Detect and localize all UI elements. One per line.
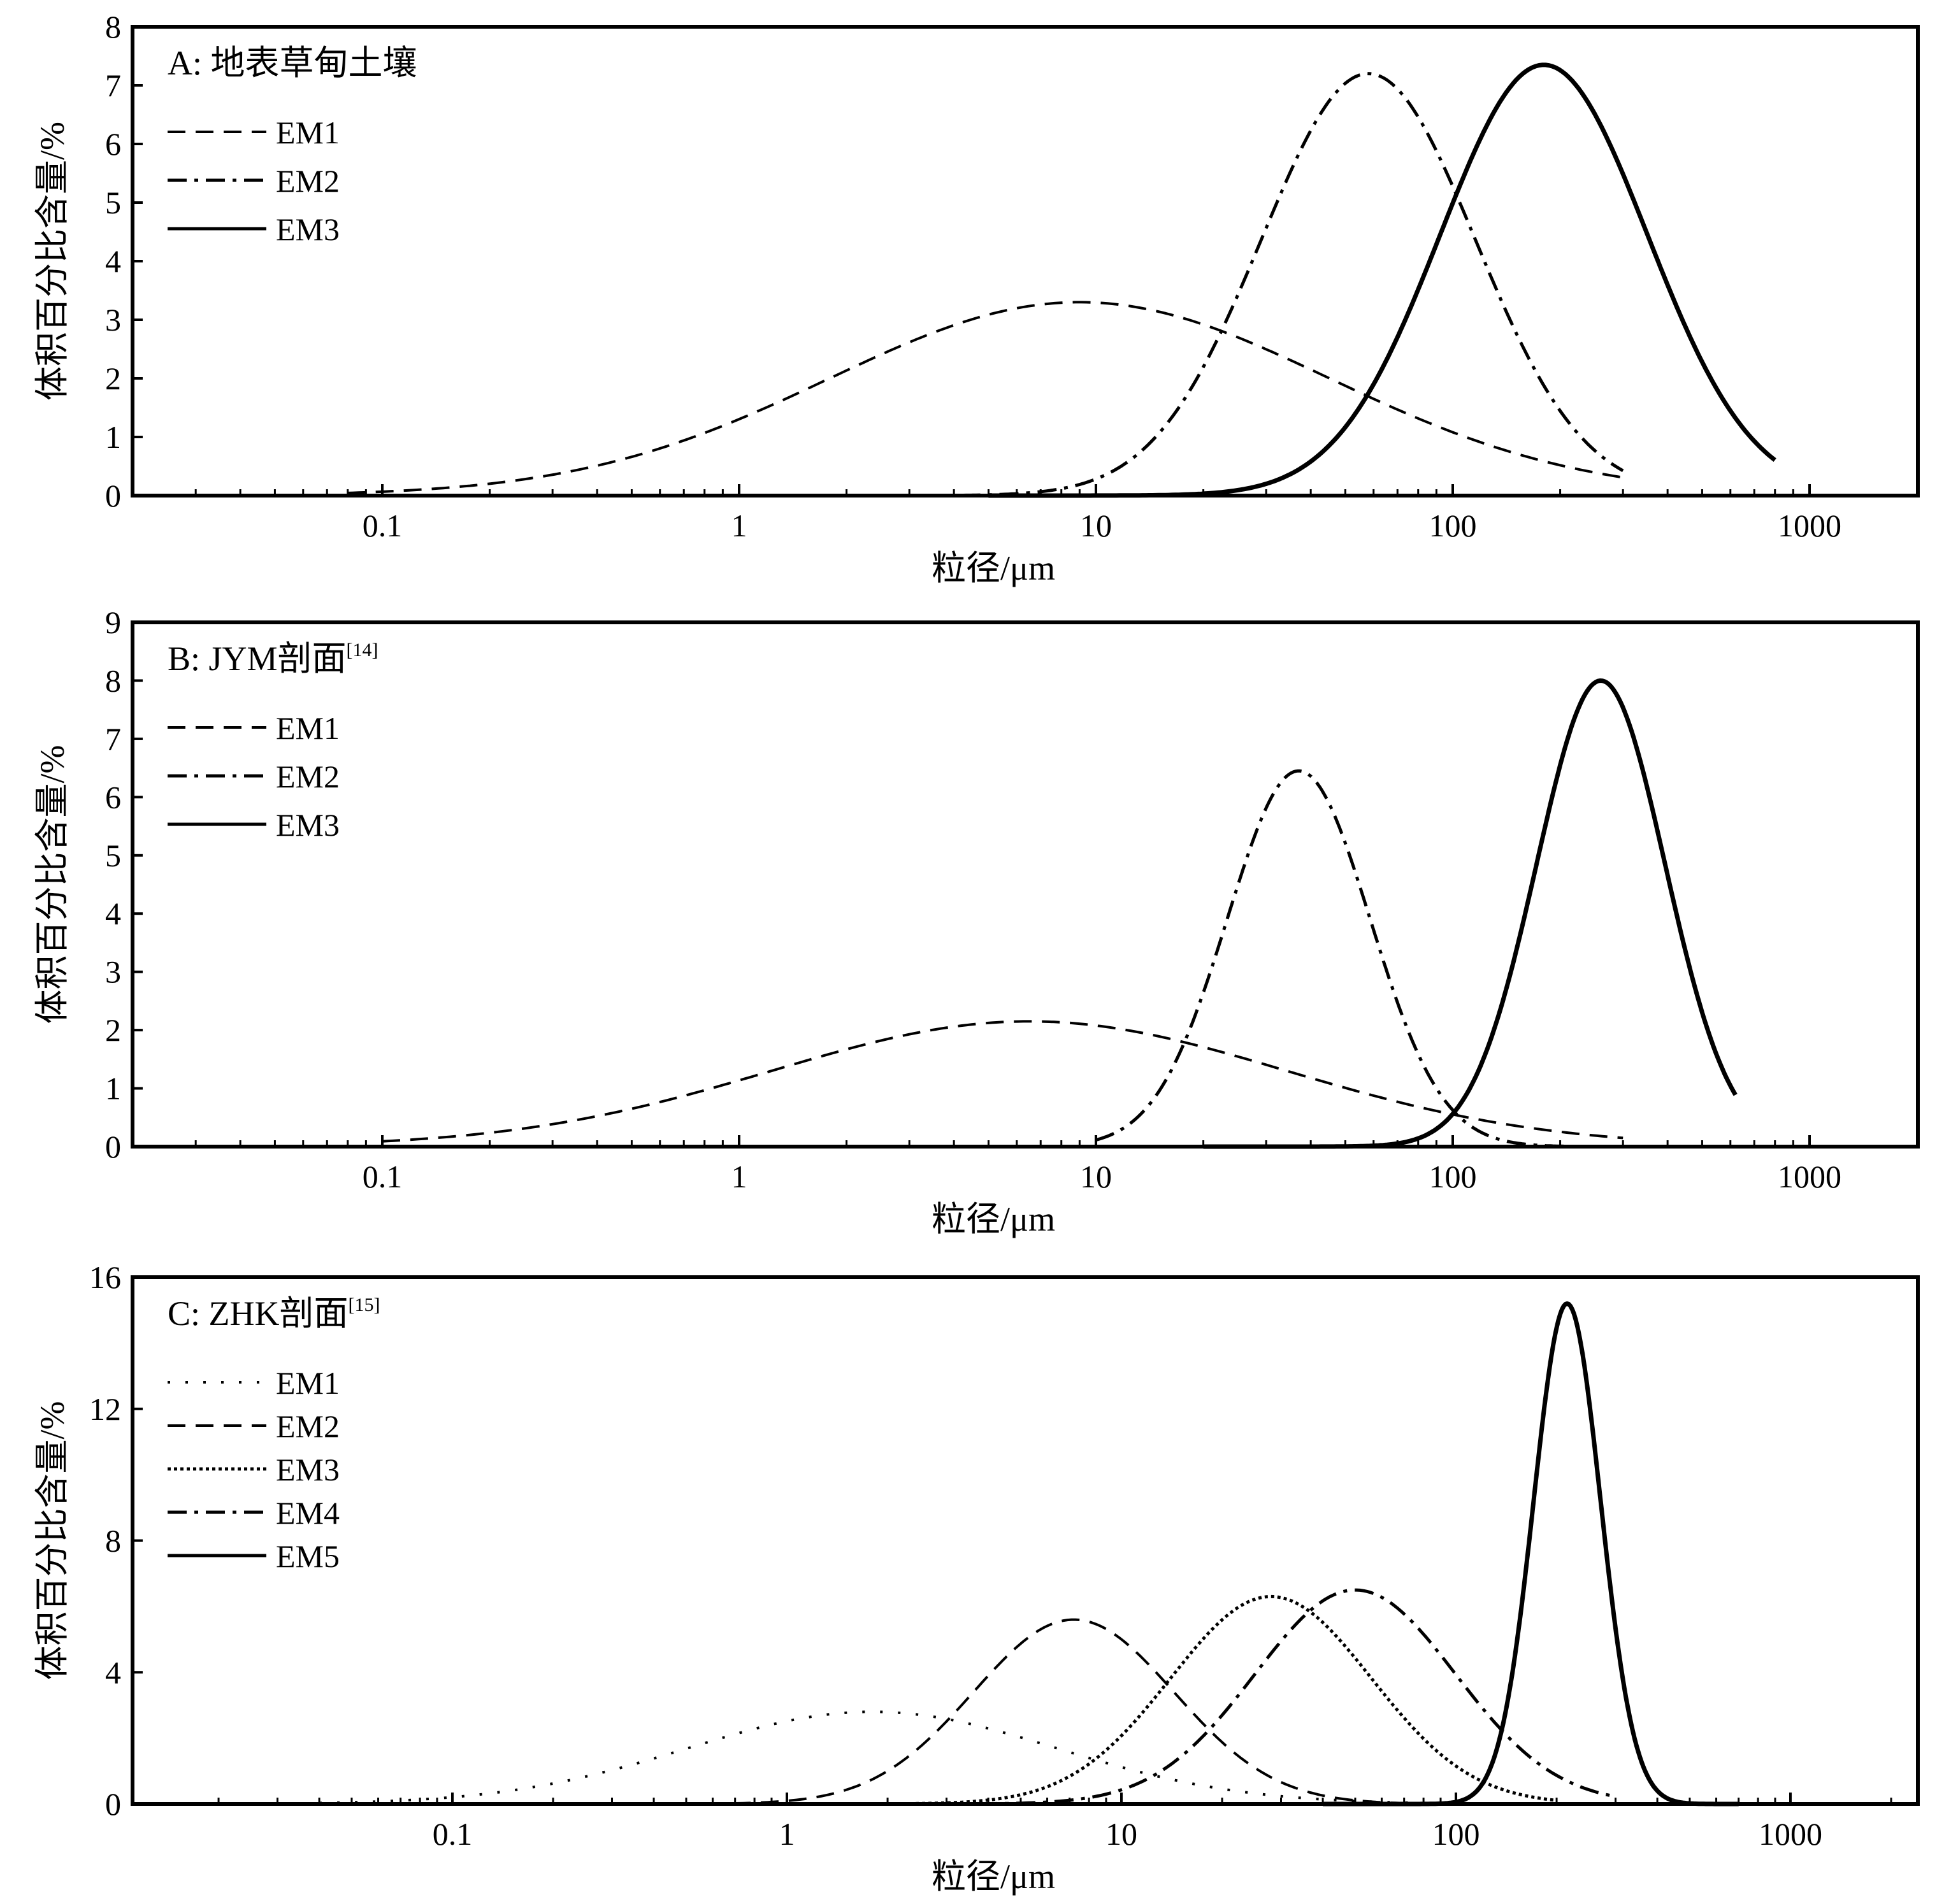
legend-label-em3: EM3 xyxy=(276,1452,340,1487)
series-line-em2 xyxy=(452,1618,1424,1805)
legend-label-em2: EM2 xyxy=(276,163,340,199)
x-tick-label: 1000 xyxy=(1778,508,1841,543)
series-line-em1 xyxy=(382,1020,1624,1143)
x-axis: 0.1 1 10 100 1000 xyxy=(194,1135,1841,1194)
panel-label: C: ZHK剖面[15] xyxy=(168,1294,380,1333)
y-tick-label: 5 xyxy=(105,185,121,220)
y-tick-label: 6 xyxy=(105,779,121,815)
x-tick-label: 10 xyxy=(1105,1816,1137,1852)
panel-label: A: 地表草甸土壤 xyxy=(168,44,417,82)
legend-label-em2: EM2 xyxy=(276,1408,340,1444)
y-tick-label: 0 xyxy=(105,478,121,513)
legend-label-em5: EM5 xyxy=(276,1538,340,1574)
x-tick-label: 1 xyxy=(779,1816,795,1852)
y-axis-label: 体积百分比含量/% xyxy=(33,745,71,1024)
series-line-em1 xyxy=(347,301,1624,494)
legend: EM1 EM2 EM3 xyxy=(168,115,340,247)
y-tick-label: 7 xyxy=(105,721,121,757)
x-axis-label: 粒径/μm xyxy=(932,1857,1055,1896)
x-tick-label: 1 xyxy=(731,1159,747,1194)
plot-frame xyxy=(131,620,1920,1149)
x-tick-label: 10 xyxy=(1080,1159,1112,1194)
series-line-em2 xyxy=(1095,769,1624,1149)
legend: EM1 EM2 EM3 xyxy=(168,710,340,843)
plot-frame xyxy=(131,25,1920,497)
y-tick-label: 8 xyxy=(105,1523,121,1559)
legend-label-em1: EM1 xyxy=(276,710,340,746)
series-line-em3 xyxy=(686,1594,1557,1806)
series-line-em5 xyxy=(1322,1301,1739,1807)
y-tick-label: 3 xyxy=(105,302,121,338)
panel-label: B: JYM剖面[14] xyxy=(168,640,378,678)
x-tick-label: 0.1 xyxy=(433,1816,473,1852)
y-tick-label: 1 xyxy=(105,1071,121,1106)
y-axis: 0 1 2 3 4 5 6 7 8 9 xyxy=(105,605,143,1164)
y-axis-label: 体积百分比含量/% xyxy=(33,1401,71,1680)
chart-panel-2: 0 1 2 3 4 5 6 7 8 9 体积百分比含量/% 0.1 1 10 100 1000 粒径/μm B: … xyxy=(33,605,1920,1238)
y-tick-label: 2 xyxy=(105,1012,121,1048)
reference-superscript: [15] xyxy=(349,1294,380,1315)
legend-label-em3: EM3 xyxy=(276,211,340,247)
y-axis: 0 4 8 12 16 xyxy=(89,1259,143,1822)
y-tick-label: 6 xyxy=(105,126,121,162)
series-line-em3 xyxy=(988,62,1776,498)
x-axis-label: 粒径/μm xyxy=(932,549,1055,587)
x-tick-label: 1000 xyxy=(1778,1159,1841,1194)
y-tick-label: 2 xyxy=(105,361,121,396)
y-tick-label: 8 xyxy=(105,9,121,45)
y-axis: 0 1 2 3 4 5 6 7 8 xyxy=(105,9,143,513)
y-tick-label: 16 xyxy=(89,1259,121,1295)
x-tick-label: 100 xyxy=(1429,1159,1477,1194)
series-line-em3 xyxy=(1203,678,1738,1149)
plot-frame xyxy=(131,1275,1920,1806)
x-tick-label: 100 xyxy=(1432,1816,1480,1852)
x-tick-label: 1 xyxy=(731,508,747,543)
chart-panel-3: 0 4 8 12 16 体积百分比含量/% 0.1 1 10 100 1000 粒径/μm C: ZHK… xyxy=(33,1259,1920,1896)
x-tick-label: 0.1 xyxy=(363,1159,403,1194)
x-tick-label: 100 xyxy=(1429,508,1477,543)
y-tick-label: 4 xyxy=(105,243,121,279)
legend-label-em1: EM1 xyxy=(276,1365,340,1401)
y-tick-label: 4 xyxy=(105,1654,121,1690)
legend-label-em2: EM2 xyxy=(276,759,340,794)
legend-label-em3: EM3 xyxy=(276,807,340,843)
legend-label-em4: EM4 xyxy=(276,1495,340,1531)
x-tick-label: 0.1 xyxy=(363,508,403,543)
x-tick-label: 1000 xyxy=(1759,1816,1822,1852)
y-tick-label: 9 xyxy=(105,605,121,640)
reference-superscript: [14] xyxy=(347,640,378,661)
y-tick-label: 7 xyxy=(105,68,121,103)
x-tick-label: 10 xyxy=(1080,508,1112,543)
y-tick-label: 0 xyxy=(105,1129,121,1164)
y-tick-label: 12 xyxy=(89,1391,121,1427)
y-tick-label: 5 xyxy=(105,838,121,873)
series-line-em1 xyxy=(319,1710,1457,1805)
chart-panel-1: 0 1 2 3 4 5 6 7 8 体积百分比含量/% 0.1 1 10 100 1000 粒径/μm A: 地… xyxy=(33,9,1920,587)
legend-label-em1: EM1 xyxy=(276,115,340,150)
y-tick-label: 0 xyxy=(105,1786,121,1822)
series-line-em4 xyxy=(787,1588,1616,1806)
y-axis-label: 体积百分比含量/% xyxy=(33,122,71,401)
x-axis: 0.1 1 10 100 1000 xyxy=(194,484,1841,543)
y-tick-label: 4 xyxy=(105,896,121,931)
x-axis-label: 粒径/μm xyxy=(932,1200,1055,1238)
y-tick-label: 8 xyxy=(105,662,121,698)
legend: EM1 EM2 EM3 EM4 EM5 xyxy=(168,1365,340,1574)
series-line-em2 xyxy=(846,72,1624,497)
y-tick-label: 1 xyxy=(105,419,121,455)
y-tick-label: 3 xyxy=(105,954,121,990)
